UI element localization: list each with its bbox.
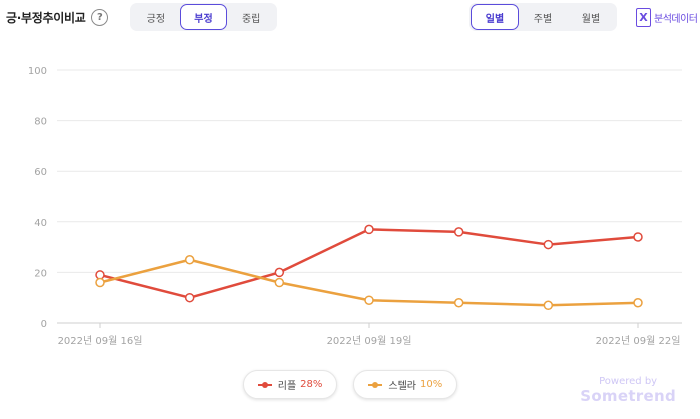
- data-point-1: [95, 277, 105, 288]
- title-area: 긍·부정추이비교 ?: [6, 6, 109, 28]
- legend-item-stellar[interactable]: 스텔라 10%: [353, 370, 458, 399]
- series-line-0: [99, 228, 639, 299]
- legend-name: 리플: [277, 381, 297, 392]
- tab-negative[interactable]: 부정: [179, 4, 228, 30]
- y-tick-label: 20: [34, 268, 47, 279]
- powered-by-text: Powered by: [599, 376, 658, 387]
- grid-layer: [57, 69, 682, 324]
- x-tick-label: 2022년 09월 19일: [327, 335, 412, 347]
- series-layer: [95, 224, 643, 311]
- data-point-0: [633, 232, 643, 242]
- data-point-1: [184, 255, 195, 265]
- tab-daily[interactable]: 일별: [471, 4, 519, 30]
- tab-monthly[interactable]: 월별: [581, 13, 601, 25]
- y-tick-label: 60: [34, 167, 47, 178]
- legend-name: 스텔라: [388, 381, 416, 392]
- data-point-0: [453, 227, 464, 237]
- data-point-1: [633, 298, 643, 308]
- brand-logo: Sometrend: [580, 387, 676, 405]
- legend-marker-stellar: [368, 380, 383, 390]
- data-point-0: [184, 292, 195, 303]
- data-point-0: [364, 224, 374, 235]
- data-point-0: [543, 239, 554, 250]
- tab-neutral[interactable]: 중립: [241, 13, 261, 25]
- page-title: 긍·부정추이비교: [6, 10, 86, 25]
- data-point-1: [274, 277, 285, 288]
- legend-share: 10%: [420, 379, 443, 390]
- help-icon[interactable]: ?: [91, 8, 109, 26]
- export-data-label: 분석데이터: [654, 13, 698, 25]
- data-point-0: [274, 267, 285, 278]
- y-tick-label: 100: [28, 66, 47, 77]
- data-point-1: [453, 298, 464, 308]
- data-point-1: [543, 300, 554, 311]
- y-tick-label: 40: [34, 218, 47, 229]
- powered-by-watermark: Powered by Sometrend: [580, 376, 676, 405]
- period-toggle: 일별 주별 월별: [469, 3, 617, 31]
- y-tick-label: 0: [41, 319, 47, 330]
- y-tick-label: 80: [34, 117, 47, 128]
- axis-layer: 0 20 40 60 80 100 2022년 09월 16일 2022년 09월 19일 20…: [28, 66, 681, 347]
- x-tick-label: 2022년 09월 16일: [58, 335, 143, 347]
- legend-item-ripple[interactable]: 리플 28%: [242, 370, 338, 399]
- sentiment-toggle: 긍정 부정 중립: [130, 3, 277, 31]
- data-point-1: [364, 295, 374, 305]
- excel-icon: X: [636, 7, 651, 27]
- legend-share: 28%: [300, 379, 323, 390]
- tab-positive[interactable]: 긍정: [146, 13, 166, 25]
- chart-legend: 리플 28% 스텔라 10%: [0, 370, 700, 399]
- x-tick-label: 2022년 09월 22일: [596, 335, 681, 347]
- legend-marker-ripple: [257, 380, 272, 390]
- tab-weekly[interactable]: 주별: [533, 13, 553, 25]
- export-data-button[interactable]: X 분석데이터: [636, 6, 698, 28]
- data-point-0: [95, 270, 105, 280]
